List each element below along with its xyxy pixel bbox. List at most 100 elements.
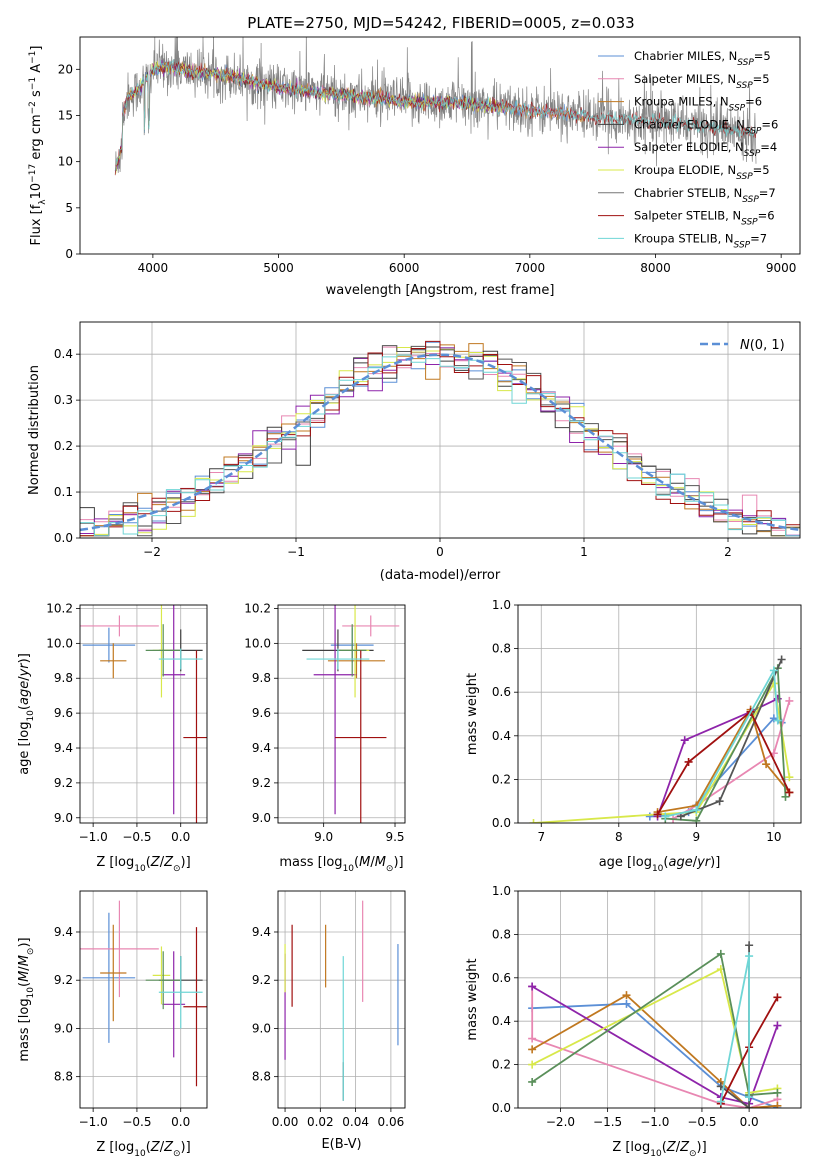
weight-marker xyxy=(528,1034,537,1043)
y-tick-label: 0.6 xyxy=(492,971,511,985)
legend-label-7: Salpeter STELIB, NSSP=6 xyxy=(634,209,775,228)
weight-marker xyxy=(684,757,693,766)
y-tick-label: 8.8 xyxy=(54,1070,73,1084)
weight-marker xyxy=(692,816,701,823)
x-tick-label: −2 xyxy=(143,545,161,559)
x-axis-label-ebv: E(B-V) xyxy=(321,1137,361,1152)
errorbar-point-1 xyxy=(342,615,400,637)
y-tick-label: 9.4 xyxy=(54,925,73,939)
y-tick-label: 0.4 xyxy=(492,1014,511,1028)
weight-marker xyxy=(653,810,662,819)
axes-frame xyxy=(517,890,802,1109)
weight-line-3 xyxy=(531,985,779,1105)
x-tick-label: −0.5 xyxy=(687,1115,716,1129)
age_vs_Z-plot-area xyxy=(80,605,207,823)
y-tick-label: 5 xyxy=(65,201,73,215)
y-tick-label: 8.8 xyxy=(252,1070,271,1084)
y-tick-label: 10.0 xyxy=(244,636,271,650)
y-tick-label: 1.0 xyxy=(492,884,511,898)
y-tick-label: 9.0 xyxy=(252,1021,271,1035)
weight-marker xyxy=(622,991,631,1000)
weight_vs_Z-panel: −2.0 −1.5 −1.0 −0.5 0.0 0.0 0.2 0.4 0.6 0.8 1.0 Z [… xyxy=(465,884,802,1159)
weight-marker xyxy=(692,805,701,814)
figure-title: PLATE=2750, MJD=54242, FIBERID=0005, z=0… xyxy=(247,14,634,32)
y-tick-label: 9.4 xyxy=(252,741,271,755)
errorbar-point-2 xyxy=(100,643,127,679)
x-tick-label: 1 xyxy=(580,545,588,559)
legend-label-8: Kroupa STELIB, NSSP=7 xyxy=(634,231,767,250)
errorbar-point-1 xyxy=(80,615,159,637)
x-tick-label: 0.02 xyxy=(307,1115,334,1129)
x-tick-label: 0 xyxy=(436,545,444,559)
weight-line-4 xyxy=(533,680,791,823)
spectrum-line-8 xyxy=(114,58,757,171)
weight-marker xyxy=(745,952,754,961)
y-tick-label: 9.8 xyxy=(54,671,73,685)
x-tick-label: 6000 xyxy=(389,261,420,275)
legend-label-0: Chabrier MILES, NSSP=5 xyxy=(634,49,771,68)
errorbar-point-7 xyxy=(335,650,387,823)
y-tick-label: 0.4 xyxy=(492,729,511,743)
x-tick-label: −1.0 xyxy=(640,1115,669,1129)
x-tick-label: 9.0 xyxy=(314,830,333,844)
weight-marker xyxy=(785,788,794,797)
y-tick-label: 10.2 xyxy=(244,601,271,615)
y-tick-label: 9.0 xyxy=(252,811,271,825)
x-tick-label: 4000 xyxy=(138,261,169,275)
mass_vs_Z-plot-area xyxy=(80,900,207,1087)
weight-marker xyxy=(781,792,790,801)
weight-marker xyxy=(773,1101,782,1108)
weight-marker xyxy=(529,819,538,823)
x-tick-label: 9.5 xyxy=(385,830,404,844)
weight-marker xyxy=(769,666,778,675)
errorbar-point-6 xyxy=(145,951,181,1010)
axes-frame xyxy=(277,604,406,824)
histogram-8 xyxy=(80,354,800,537)
age_vs_mass-panel: 9.0 9.5 9.0 9.2 9.4 9.6 9.8 10.0 10.2 mass [log10… xyxy=(244,601,406,874)
x-tick-label: 9 xyxy=(693,830,701,844)
y-tick-label: 0.0 xyxy=(492,1101,511,1115)
errorbar-point-4 xyxy=(162,605,186,815)
x-tick-label: −1.0 xyxy=(79,1115,108,1129)
x-tick-label: 7 xyxy=(537,830,545,844)
errorbar-point-2 xyxy=(100,924,127,1022)
weight-marker xyxy=(745,941,754,950)
normal-curve xyxy=(80,353,800,532)
y-tick-label: 0.3 xyxy=(54,393,73,407)
y-axis-label: Normed distribution xyxy=(27,365,42,495)
residuals-panel: −2 −1 0 1 2 0.0 0.1 0.2 0.3 0.4 (data-model)/error… xyxy=(27,321,801,583)
weight-marker xyxy=(528,1045,537,1054)
axes-frame xyxy=(79,890,208,1109)
spectrum-line-4 xyxy=(114,59,505,174)
mass_vs_ebv-panel: 0.00 0.02 0.04 0.06 8.8 9.0 9.2 9.4 xyxy=(252,890,406,1129)
x-tick-label: −0.5 xyxy=(122,1115,151,1129)
histogram-7 xyxy=(80,340,800,537)
y-tick-label: 0.0 xyxy=(54,531,73,545)
y-tick-label: 10 xyxy=(58,155,73,169)
y-tick-label: 10.2 xyxy=(46,601,73,615)
y-tick-label: 0.0 xyxy=(492,816,511,830)
weight-marker xyxy=(762,760,771,769)
age_vs_mass-plot-area xyxy=(302,605,400,823)
y-axis-label: Flux [fλ10−17 erg cm−2 s−1 A−1] xyxy=(28,46,48,246)
weight-marker xyxy=(773,993,782,1002)
x-tick-label: −1.0 xyxy=(79,830,108,844)
x-tick-label: 0.06 xyxy=(378,1115,405,1129)
weight-marker xyxy=(773,716,782,725)
y-tick-label: 0.8 xyxy=(492,642,511,656)
x-tick-label: 0.00 xyxy=(272,1115,299,1129)
legend-label-5: Kroupa ELODIE, NSSP=5 xyxy=(634,163,770,182)
weight-marker xyxy=(661,812,670,821)
x-tick-label: 8 xyxy=(615,830,623,844)
y-tick-label: 10.0 xyxy=(46,636,73,650)
errorbar-point-8 xyxy=(158,956,203,1029)
axes-frame xyxy=(79,604,208,824)
weight-marker xyxy=(622,999,631,1008)
y-tick-label: 20 xyxy=(58,62,73,76)
weight-marker xyxy=(645,812,654,821)
y-tick-label: 9.6 xyxy=(54,706,73,720)
y-tick-label: 9.4 xyxy=(54,741,73,755)
y-tick-label: 0.2 xyxy=(492,1058,511,1072)
mass_vs_ebv-plot-area xyxy=(284,900,399,1101)
